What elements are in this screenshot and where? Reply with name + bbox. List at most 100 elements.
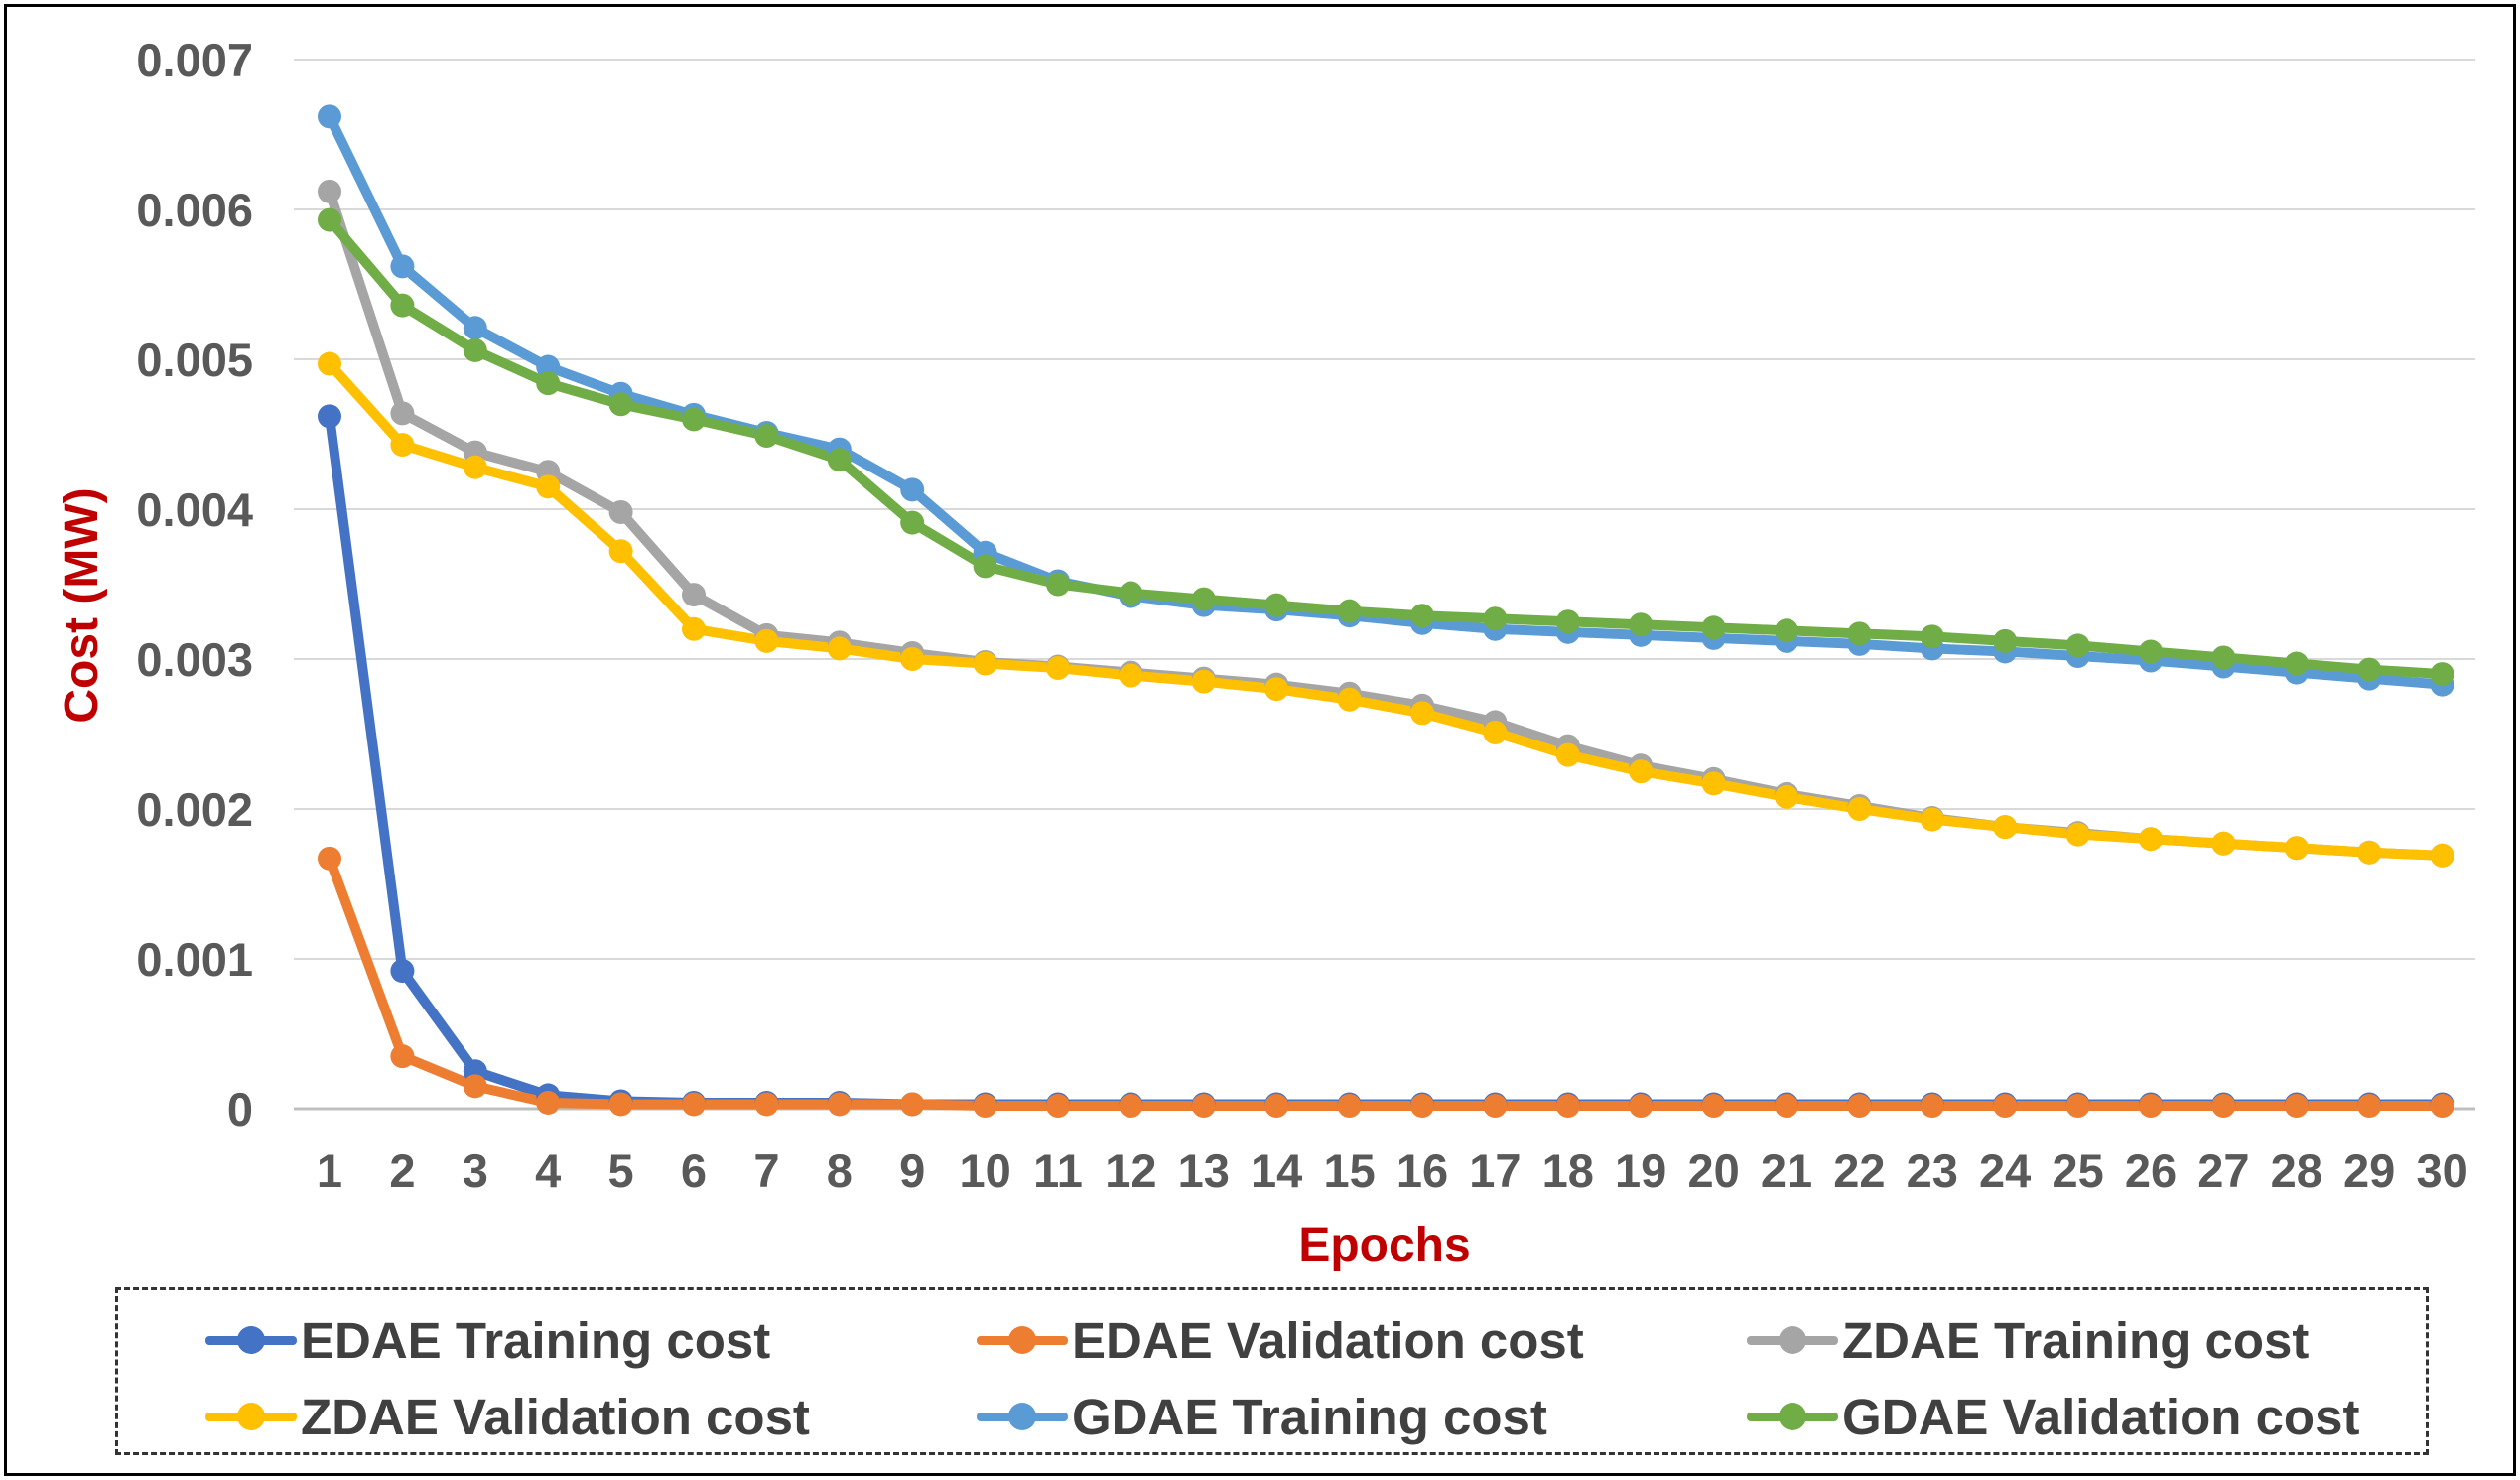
x-tick-label: 1 xyxy=(317,1144,342,1197)
data-point-edae-validation-cost xyxy=(1920,1093,1944,1118)
data-point-edae-validation-cost xyxy=(1483,1093,1508,1118)
y-tick-label: 0.003 xyxy=(136,633,253,686)
data-point-gdae-validation-cost xyxy=(1701,615,1726,640)
data-point-edae-validation-cost xyxy=(2430,1093,2454,1118)
data-point-edae-validation-cost xyxy=(318,846,341,871)
data-point-zdae-validation-cost xyxy=(900,647,925,671)
legend-item-zdae-training-cost: ZDAE Training cost xyxy=(1747,1310,2309,1370)
chart-frame xyxy=(4,4,2516,1476)
series-line-zdae-validation-cost xyxy=(325,358,2448,861)
data-point-zdae-training-cost xyxy=(608,500,633,525)
x-tick-label: 14 xyxy=(1251,1144,1302,1197)
x-tick-label: 5 xyxy=(608,1144,634,1197)
x-tick-label: 23 xyxy=(1907,1144,1958,1197)
data-point-zdae-validation-cost xyxy=(754,628,779,653)
x-tick-label: 13 xyxy=(1178,1144,1230,1197)
data-point-zdae-training-cost xyxy=(682,583,706,607)
data-point-edae-validation-cost xyxy=(1337,1093,1362,1118)
series-line-zdae-training-cost xyxy=(325,186,2448,861)
x-tick-label: 22 xyxy=(1833,1144,1885,1197)
data-point-edae-validation-cost xyxy=(1847,1093,1872,1118)
data-point-gdae-validation-cost xyxy=(2211,645,2236,670)
series-lines xyxy=(325,111,2448,1111)
data-point-zdae-validation-cost xyxy=(2284,836,2309,861)
legend-swatch xyxy=(977,1310,1068,1370)
x-tick-label: 28 xyxy=(2271,1144,2322,1197)
x-tick-label: 26 xyxy=(2125,1144,2177,1197)
data-point-zdae-validation-cost xyxy=(1483,720,1508,744)
data-point-edae-validation-cost xyxy=(1775,1093,1798,1118)
x-tick-label: 12 xyxy=(1105,1144,1156,1197)
data-point-gdae-validation-cost xyxy=(1191,587,1216,611)
data-point-edae-validation-cost xyxy=(2284,1093,2309,1118)
y-tick-label: 0.004 xyxy=(136,483,253,536)
x-axis-ticks: 1 2 3 4 5 6 7 8 9 10 11 12 13 14 15 16 17 18 19 20 21 22 23 24 2… xyxy=(317,1144,2468,1197)
data-point-gdae-validation-cost xyxy=(682,407,706,432)
x-tick-label: 17 xyxy=(1469,1144,1521,1197)
data-point-zdae-training-cost xyxy=(390,401,415,426)
data-point-zdae-validation-cost xyxy=(1191,669,1216,694)
legend-label: ZDAE Training cost xyxy=(1842,1311,2310,1369)
data-point-zdae-validation-cost xyxy=(827,636,852,661)
data-point-zdae-validation-cost xyxy=(1337,687,1362,712)
legend-label: EDAE Training cost xyxy=(301,1311,771,1369)
data-point-zdae-validation-cost xyxy=(1046,656,1070,681)
legend-label: GDAE Training cost xyxy=(1072,1388,1547,1445)
x-tick-label: 7 xyxy=(753,1144,779,1197)
series-line-edae-training-cost xyxy=(325,411,2448,1110)
data-point-gdae-validation-cost xyxy=(1629,612,1654,637)
y-tick-label: 0 xyxy=(227,1083,253,1136)
x-tick-label: 29 xyxy=(2343,1144,2395,1197)
legend-label: GDAE Validation cost xyxy=(1842,1388,2360,1445)
data-point-edae-validation-cost xyxy=(2211,1093,2236,1118)
data-point-gdae-validation-cost xyxy=(1264,593,1289,617)
x-tick-label: 30 xyxy=(2416,1144,2467,1197)
y-axis-ticks: 0 0.001 0.002 0.003 0.004 0.005 0.006 0.007 xyxy=(136,34,253,1136)
data-point-gdae-validation-cost xyxy=(608,392,633,417)
data-point-zdae-validation-cost xyxy=(2430,843,2454,868)
data-point-zdae-validation-cost xyxy=(682,616,706,641)
data-point-edae-validation-cost xyxy=(973,1093,997,1118)
legend-label: EDAE Validation cost xyxy=(1072,1311,1584,1369)
x-tick-label: 10 xyxy=(959,1144,1010,1197)
data-point-gdae-validation-cost xyxy=(900,510,925,535)
legend-label: ZDAE Validation cost xyxy=(301,1388,810,1445)
x-tick-label: 4 xyxy=(535,1144,561,1197)
data-point-zdae-validation-cost xyxy=(536,474,561,499)
data-point-zdae-validation-cost xyxy=(1119,663,1143,688)
data-point-gdae-validation-cost xyxy=(1337,599,1362,623)
data-point-zdae-validation-cost xyxy=(2357,840,2382,865)
data-point-edae-validation-cost xyxy=(1119,1093,1143,1118)
data-point-zdae-validation-cost xyxy=(1847,797,1872,821)
data-point-gdae-validation-cost xyxy=(973,554,997,579)
x-tick-label: 19 xyxy=(1615,1144,1666,1197)
data-point-edae-validation-cost xyxy=(1701,1093,1726,1118)
x-tick-label: 21 xyxy=(1761,1144,1812,1197)
data-point-gdae-validation-cost xyxy=(1410,604,1434,628)
gridlines xyxy=(294,59,2475,1111)
data-point-edae-validation-cost xyxy=(1993,1093,2018,1118)
data-point-edae-training-cost xyxy=(390,959,415,984)
data-point-gdae-validation-cost xyxy=(2139,639,2163,664)
data-point-edae-validation-cost xyxy=(827,1092,852,1117)
x-tick-label: 27 xyxy=(2197,1144,2249,1197)
legend-item-edae-training-cost: EDAE Training cost xyxy=(205,1310,770,1370)
x-tick-label: 16 xyxy=(1396,1144,1448,1197)
data-point-zdae-validation-cost xyxy=(463,455,487,479)
data-point-zdae-validation-cost xyxy=(1920,807,1944,832)
data-point-gdae-validation-cost xyxy=(1483,606,1508,631)
data-point-edae-validation-cost xyxy=(1264,1093,1289,1118)
data-point-gdae-validation-cost xyxy=(390,293,415,318)
x-tick-label: 9 xyxy=(899,1144,925,1197)
x-tick-label: 11 xyxy=(1033,1144,1083,1197)
legend-swatch xyxy=(1747,1310,1838,1370)
data-point-zdae-validation-cost xyxy=(390,433,415,458)
data-point-gdae-training-cost xyxy=(390,254,415,279)
data-point-zdae-validation-cost xyxy=(318,351,341,376)
data-point-gdae-training-cost xyxy=(318,104,341,129)
data-point-edae-validation-cost xyxy=(608,1092,633,1117)
data-point-zdae-training-cost xyxy=(318,179,341,203)
data-point-zdae-validation-cost xyxy=(1629,759,1654,784)
data-point-edae-validation-cost xyxy=(900,1092,925,1117)
